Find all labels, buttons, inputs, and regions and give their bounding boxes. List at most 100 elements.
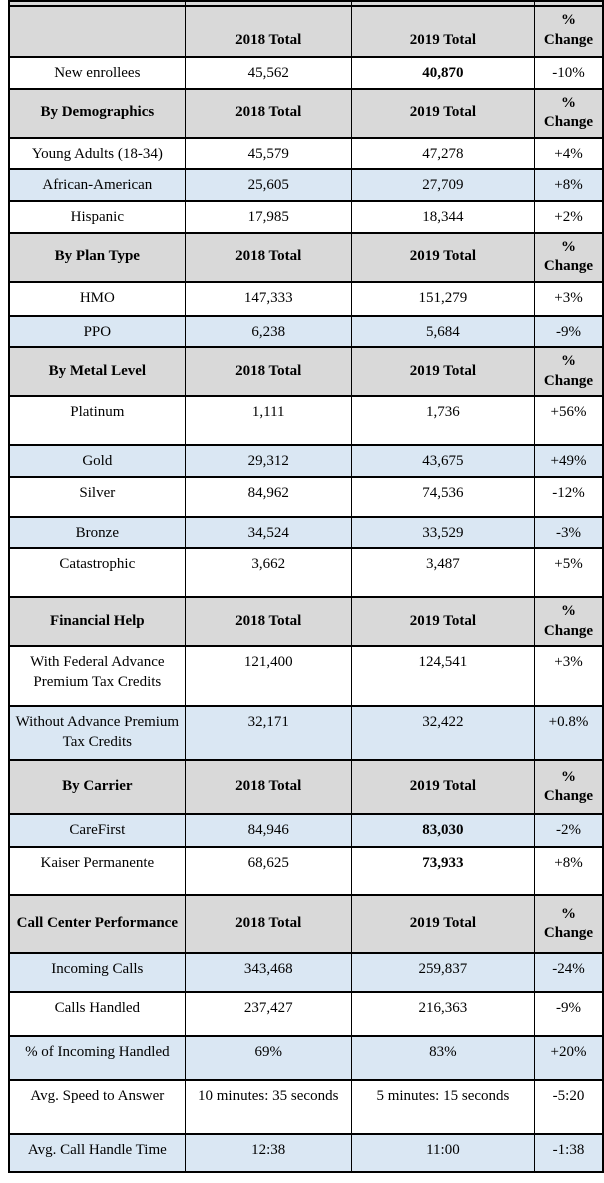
header-row-label-cell — [8, 5, 186, 58]
value-2019-cell: 11:00 — [350, 1133, 536, 1173]
value-2019-cell: 47,278 — [350, 136, 536, 170]
table-row: Platinum 1,111 1,736 +56% — [8, 395, 604, 446]
value-2019-cell: 124,541 — [350, 645, 536, 707]
row-label-cell: Silver — [8, 475, 186, 518]
value-2019-cell: 18,344 — [350, 199, 536, 234]
header-row-label-cell: By Metal Level — [8, 346, 186, 397]
value-2018-cell: 343,468 — [184, 952, 352, 993]
value-2019-cell: 27,709 — [350, 168, 536, 202]
pct-change-cell: +20% — [534, 1035, 604, 1081]
section-header-row: By Plan Type 2018 Total 2019 Total% Change — [8, 231, 604, 283]
header-pct-change-cell: % Change — [534, 894, 604, 954]
value-2018-cell: 12:38 — [184, 1133, 352, 1173]
header-value-2019-cell: 2019 Total — [350, 346, 536, 397]
table-row: Avg. Call Handle Time 12:38 11:00 -1:38 — [8, 1133, 604, 1173]
section-header-row: By Carrier 2018 Total 2019 Total% Change — [8, 759, 604, 815]
table-row: African-American 25,605 27,709 +8% — [8, 168, 604, 202]
table-row: Kaiser Permanente 68,625 73,933 +8% — [8, 846, 604, 896]
table-row: PPO 6,238 5,684 -9% — [8, 314, 604, 348]
pct-change-cell: -9% — [534, 314, 604, 348]
header-row-label-cell — [8, 1, 186, 7]
table-row: Avg. Speed to Answer 10 minutes: 35 secon… — [8, 1079, 604, 1135]
table-row: HMO 147,333 151,279 +3% — [8, 280, 604, 317]
pct-change-cell: +8% — [534, 846, 604, 896]
value-2019-cell: 32,422 — [350, 705, 536, 761]
header-row-label-cell: By Carrier — [8, 759, 186, 815]
pct-change-cell: -2% — [534, 813, 604, 848]
value-2019-cell: 83% — [350, 1035, 536, 1081]
row-label-cell: Platinum — [8, 395, 186, 446]
header-value-2019-cell: 2019 Total — [350, 5, 536, 58]
table-row: Incoming Calls 343,468 259,837 -24% — [8, 952, 604, 993]
header-pct-change-cell: % Change — [534, 759, 604, 815]
row-label-cell: New enrollees — [8, 56, 186, 90]
table-row: Young Adults (18-34) 45,579 47,278 +4% — [8, 136, 604, 170]
value-2018-cell: 121,400 — [184, 645, 352, 707]
value-2018-cell: 3,662 — [184, 547, 352, 598]
table-row: CareFirst 84,946 83,030 -2% — [8, 813, 604, 848]
value-2018-cell: 237,427 — [184, 991, 352, 1037]
header-value-2019-cell: 2019 Total — [350, 596, 536, 647]
value-2018-cell: 10 minutes: 35 seconds — [184, 1079, 352, 1135]
row-label-cell: % of Incoming Handled — [8, 1035, 186, 1081]
table-row: Gold 29,312 43,675 +49% — [8, 444, 604, 478]
header-value-2019-cell — [350, 1, 536, 7]
value-2019-cell: 40,870 — [350, 56, 536, 90]
pct-change-cell: -1:38 — [534, 1133, 604, 1173]
header-value-2019-cell: 2019 Total — [350, 231, 536, 283]
header-value-2019-cell: 2019 Total — [350, 894, 536, 954]
value-2018-cell: 25,605 — [184, 168, 352, 202]
value-2019-cell: 83,030 — [350, 813, 536, 848]
table-row: New enrollees 45,562 40,870 -10% — [8, 56, 604, 90]
value-2019-cell: 5,684 — [350, 314, 536, 348]
header-pct-change-cell: % Change — [534, 231, 604, 283]
row-label-cell: Hispanic — [8, 199, 186, 234]
table-row: Hispanic 17,985 18,344 +2% — [8, 199, 604, 234]
row-label-cell: Kaiser Permanente — [8, 846, 186, 896]
header-row-label-cell: By Demographics — [8, 87, 186, 139]
value-2018-cell: 34,524 — [184, 515, 352, 549]
pct-change-cell: +56% — [534, 395, 604, 446]
row-label-cell: Calls Handled — [8, 991, 186, 1037]
row-label-cell: Bronze — [8, 515, 186, 549]
pct-change-cell: +3% — [534, 280, 604, 317]
row-label-cell: African-American — [8, 168, 186, 202]
header-value-2018-cell: 2018 Total — [184, 231, 352, 283]
value-2018-cell: 32,171 — [184, 705, 352, 761]
value-2019-cell: 151,279 — [350, 280, 536, 317]
header-pct-change-cell: % Change — [534, 5, 604, 58]
row-label-cell: Avg. Call Handle Time — [8, 1133, 186, 1173]
table-row: Without Advance Premium Tax Credits 32,17… — [8, 705, 604, 761]
section-header-row: Call Center Performance 2018 Total 2019 To… — [8, 894, 604, 954]
section-header-row: By Demographics 2018 Total 2019 Total% Cha… — [8, 87, 604, 139]
pct-change-cell: -3% — [534, 515, 604, 549]
value-2019-cell: 33,529 — [350, 515, 536, 549]
pct-change-cell: -9% — [534, 991, 604, 1037]
value-2019-cell: 74,536 — [350, 475, 536, 518]
table-row: Calls Handled 237,427 216,363 -9% — [8, 991, 604, 1037]
value-2018-cell: 29,312 — [184, 444, 352, 478]
section-header-row: By Metal Level 2018 Total 2019 Total% Chan… — [8, 346, 604, 397]
column-header-row: 2018 Total 2019 Total% Change — [8, 5, 604, 58]
row-label-cell: HMO — [8, 280, 186, 317]
header-value-2018-cell: 2018 Total — [184, 894, 352, 954]
header-value-2018-cell: 2018 Total — [184, 596, 352, 647]
header-pct-change-cell: % Change — [534, 596, 604, 647]
value-2018-cell: 6,238 — [184, 314, 352, 348]
row-label-cell: Young Adults (18-34) — [8, 136, 186, 170]
pct-change-cell: +3% — [534, 645, 604, 707]
value-2019-cell: 216,363 — [350, 991, 536, 1037]
header-row-label-cell: Financial Help — [8, 596, 186, 647]
value-2019-cell: 3,487 — [350, 547, 536, 598]
header-value-2018-cell: 2018 Total — [184, 87, 352, 139]
header-pct-change-cell — [534, 1, 604, 7]
row-label-cell: Avg. Speed to Answer — [8, 1079, 186, 1135]
header-row-label-cell: Call Center Performance — [8, 894, 186, 954]
table-row: Bronze 34,524 33,529 -3% — [8, 515, 604, 549]
pct-change-cell: +2% — [534, 199, 604, 234]
header-value-2018-cell: 2018 Total — [184, 5, 352, 58]
table-row: With Federal Advance Premium Tax Credits… — [8, 645, 604, 707]
row-label-cell: With Federal Advance Premium Tax Credits — [8, 645, 186, 707]
header-value-2019-cell: 2019 Total — [350, 759, 536, 815]
